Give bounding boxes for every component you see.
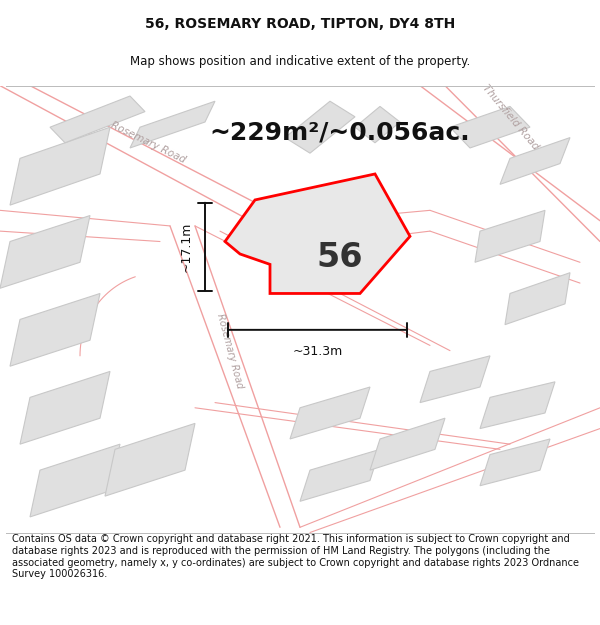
Text: Map shows position and indicative extent of the property.: Map shows position and indicative extent… (130, 55, 470, 68)
Polygon shape (450, 106, 530, 148)
Polygon shape (30, 444, 120, 517)
Polygon shape (20, 371, 110, 444)
Polygon shape (475, 211, 545, 262)
Polygon shape (0, 216, 90, 288)
Polygon shape (300, 449, 380, 501)
Text: ~31.3m: ~31.3m (292, 346, 343, 358)
Polygon shape (500, 138, 570, 184)
Polygon shape (480, 439, 550, 486)
Polygon shape (480, 382, 555, 429)
Polygon shape (290, 387, 370, 439)
Polygon shape (355, 106, 400, 142)
Polygon shape (10, 294, 100, 366)
Polygon shape (420, 356, 490, 402)
Text: 56: 56 (317, 241, 363, 274)
Text: Thursfield Road: Thursfield Road (480, 82, 540, 151)
Text: ~229m²/~0.056ac.: ~229m²/~0.056ac. (209, 121, 470, 144)
Polygon shape (10, 127, 110, 205)
Text: Rosemary Road: Rosemary Road (109, 120, 187, 165)
Text: ~17.1m: ~17.1m (180, 221, 193, 272)
Polygon shape (370, 418, 445, 470)
Text: Contains OS data © Crown copyright and database right 2021. This information is : Contains OS data © Crown copyright and d… (12, 534, 579, 579)
Text: 56, ROSEMARY ROAD, TIPTON, DY4 8TH: 56, ROSEMARY ROAD, TIPTON, DY4 8TH (145, 17, 455, 31)
Polygon shape (285, 101, 355, 153)
Text: Rosemary Road: Rosemary Road (215, 312, 245, 389)
Polygon shape (225, 174, 410, 294)
Polygon shape (105, 423, 195, 496)
Polygon shape (50, 96, 145, 142)
Polygon shape (505, 272, 570, 324)
Polygon shape (130, 101, 215, 148)
